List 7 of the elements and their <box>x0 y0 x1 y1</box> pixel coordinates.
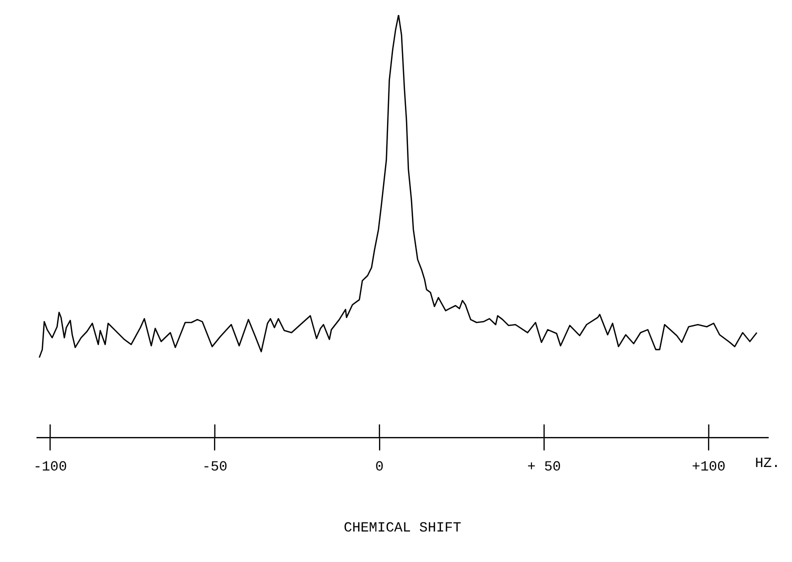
x-tick-label: -50 <box>202 460 228 476</box>
x-axis-title: CHEMICAL SHIFT <box>344 520 462 536</box>
x-tick-label: + 50 <box>527 460 561 476</box>
text: HZ. <box>755 456 780 472</box>
x-tick-label: 0 <box>375 460 384 476</box>
x-tick-label: +100 <box>692 460 726 476</box>
x-tick-label: -100 <box>33 460 67 476</box>
